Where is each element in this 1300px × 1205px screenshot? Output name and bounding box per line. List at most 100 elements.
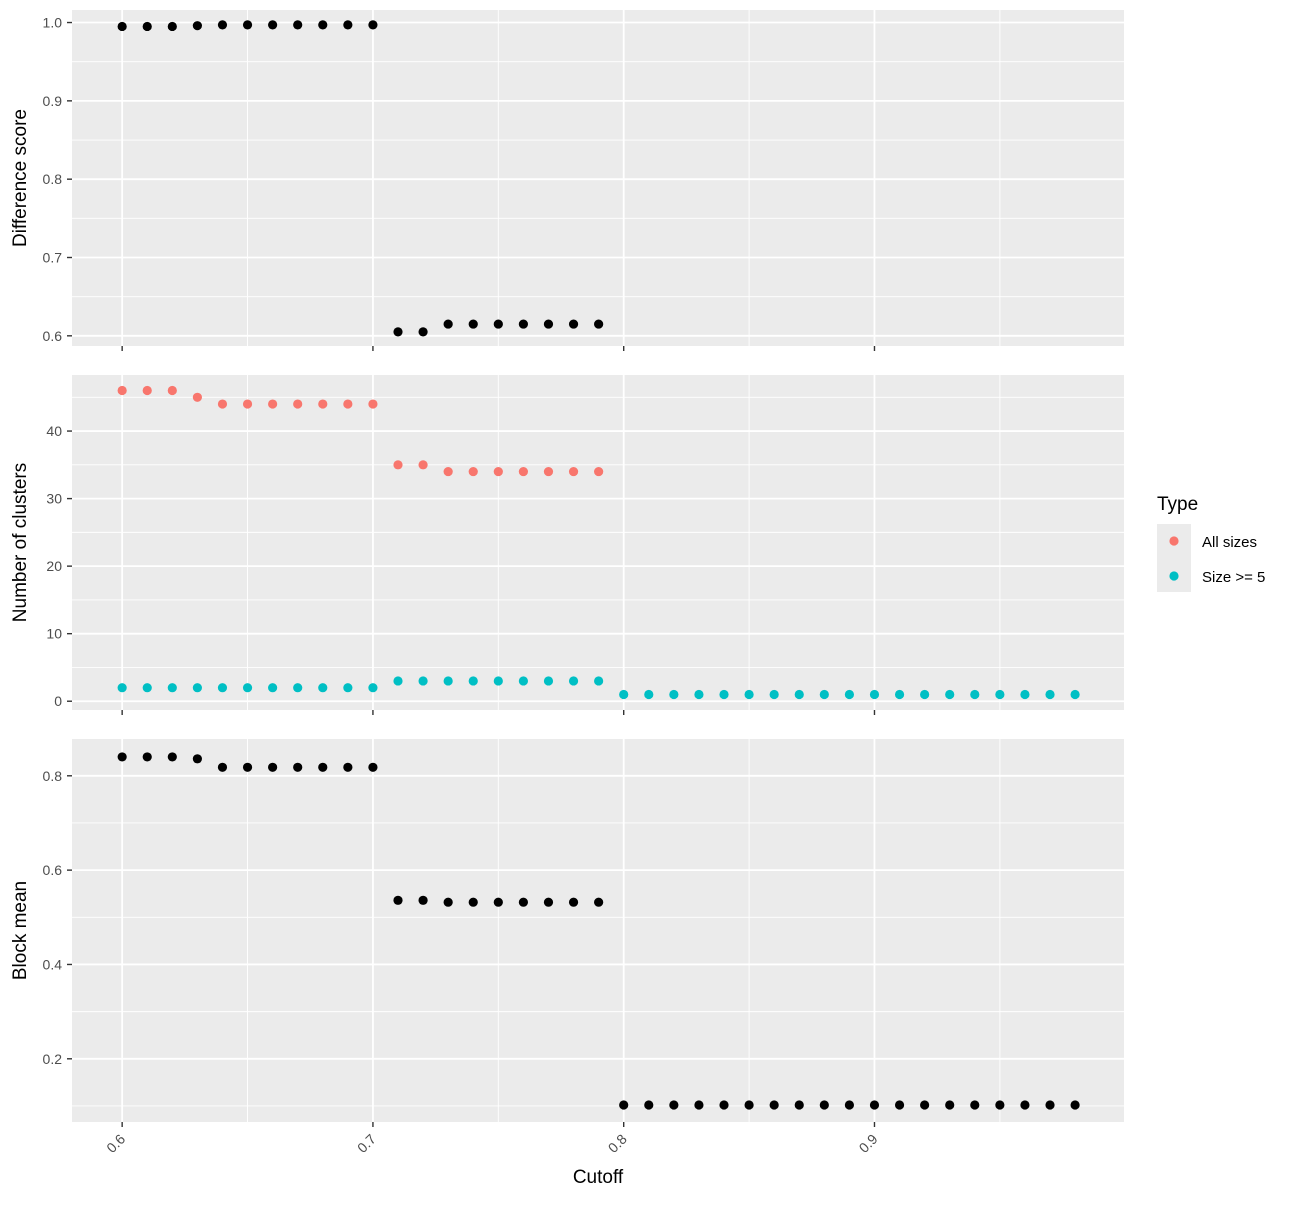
- data-point-series-0: [1020, 1100, 1030, 1110]
- data-point-series-0: [518, 319, 528, 329]
- data-point-series-0: [594, 319, 604, 329]
- data-point-series-0: [167, 21, 177, 32]
- data-point-size-5: [769, 689, 779, 700]
- y-tick-label: 0.9: [43, 93, 63, 109]
- data-point-all-sizes: [268, 399, 278, 409]
- data-point-series-0: [468, 319, 478, 329]
- data-point-size-5: [1045, 689, 1055, 700]
- y-axis-title-number-of-clusters: Number of clusters: [10, 463, 31, 622]
- data-point-size-5: [167, 683, 177, 693]
- data-point-series-0: [142, 752, 152, 762]
- data-point-series-0: [769, 1100, 779, 1110]
- data-point-size-5: [142, 683, 152, 693]
- data-point-size-5: [343, 683, 353, 693]
- data-point-series-0: [293, 20, 303, 30]
- y-tick-label: 10: [46, 626, 62, 642]
- y-tick-label: 0.2: [43, 1051, 63, 1067]
- data-point-all-sizes: [393, 460, 403, 470]
- data-point-size-5: [945, 689, 955, 700]
- data-point-all-sizes: [493, 466, 503, 477]
- x-axis-title: Cutoff: [573, 1167, 624, 1188]
- data-point-series-0: [568, 897, 579, 907]
- data-point-series-0: [1070, 1100, 1080, 1110]
- data-point-size-5: [393, 676, 403, 686]
- data-point-series-0: [794, 1100, 804, 1110]
- data-point-all-sizes: [368, 399, 378, 409]
- data-point-all-sizes: [217, 399, 228, 409]
- data-point-series-0: [343, 762, 353, 772]
- data-point-all-sizes: [443, 466, 453, 477]
- data-point-series-0: [945, 1100, 955, 1110]
- data-point-series-0: [543, 319, 554, 329]
- y-tick-label: 20: [46, 558, 62, 574]
- data-point-size-5: [318, 683, 328, 693]
- data-point-size-5: [242, 683, 253, 693]
- data-point-series-0: [619, 1100, 629, 1110]
- data-point-series-0: [368, 20, 378, 30]
- data-point-size-5: [894, 689, 905, 700]
- data-point-size-5: [995, 689, 1005, 700]
- legend-key-all-sizes: [1169, 536, 1179, 546]
- data-point-size-5: [920, 689, 930, 700]
- data-point-series-0: [318, 762, 328, 772]
- y-tick-label: 1.0: [43, 15, 63, 31]
- data-point-size-5: [844, 689, 855, 700]
- data-point-series-0: [217, 20, 228, 30]
- data-point-all-sizes: [117, 385, 127, 396]
- data-point-series-0: [844, 1100, 855, 1110]
- data-point-series-0: [167, 752, 177, 762]
- y-tick-label: 0.8: [43, 768, 63, 784]
- data-point-size-5: [117, 683, 127, 693]
- data-point-all-sizes: [242, 399, 253, 409]
- data-point-all-sizes: [418, 460, 428, 470]
- data-point-series-0: [970, 1100, 980, 1110]
- data-point-series-0: [594, 897, 604, 907]
- data-point-all-sizes: [543, 466, 554, 477]
- data-point-series-0: [744, 1100, 754, 1110]
- data-point-size-5: [819, 689, 829, 700]
- data-point-size-5: [794, 689, 804, 700]
- data-point-size-5: [293, 683, 303, 693]
- data-point-all-sizes: [343, 399, 353, 409]
- data-point-series-0: [920, 1100, 930, 1110]
- data-point-series-0: [443, 319, 453, 329]
- y-tick-label: 0.7: [43, 249, 63, 265]
- data-point-series-0: [217, 762, 228, 772]
- data-point-series-0: [719, 1100, 729, 1110]
- data-point-series-0: [1045, 1100, 1055, 1110]
- data-point-all-sizes: [468, 466, 478, 477]
- data-point-series-0: [894, 1100, 905, 1110]
- data-point-size-5: [493, 676, 503, 686]
- data-point-series-0: [242, 762, 253, 772]
- legend-key-size-ge-5: [1169, 571, 1179, 581]
- data-point-series-0: [192, 754, 202, 764]
- data-point-size-5: [669, 689, 679, 700]
- data-point-all-sizes: [192, 392, 202, 402]
- data-point-size-5: [468, 676, 478, 686]
- data-point-size-5: [719, 689, 729, 700]
- data-point-series-0: [468, 897, 478, 907]
- data-point-series-0: [493, 319, 503, 329]
- data-point-series-0: [268, 762, 278, 772]
- data-point-series-0: [368, 762, 378, 772]
- data-point-size-5: [418, 676, 428, 686]
- data-point-series-0: [869, 1100, 880, 1110]
- data-point-series-0: [393, 895, 403, 905]
- data-point-size-5: [869, 689, 880, 700]
- data-point-series-0: [242, 20, 253, 30]
- data-point-series-0: [393, 327, 403, 337]
- legend: Type All sizes Size >= 5: [1157, 494, 1265, 592]
- data-point-series-0: [518, 897, 528, 907]
- data-point-all-sizes: [293, 399, 303, 409]
- y-tick-label: 40: [46, 423, 62, 439]
- data-point-all-sizes: [142, 385, 152, 396]
- data-point-series-0: [493, 897, 503, 907]
- data-point-size-5: [368, 683, 378, 693]
- data-point-all-sizes: [167, 385, 177, 396]
- y-tick-label: 30: [46, 491, 62, 507]
- y-axis-title-block-mean: Block mean: [10, 881, 31, 980]
- data-point-size-5: [1070, 689, 1080, 700]
- data-point-series-0: [418, 327, 428, 337]
- data-point-series-0: [293, 762, 303, 772]
